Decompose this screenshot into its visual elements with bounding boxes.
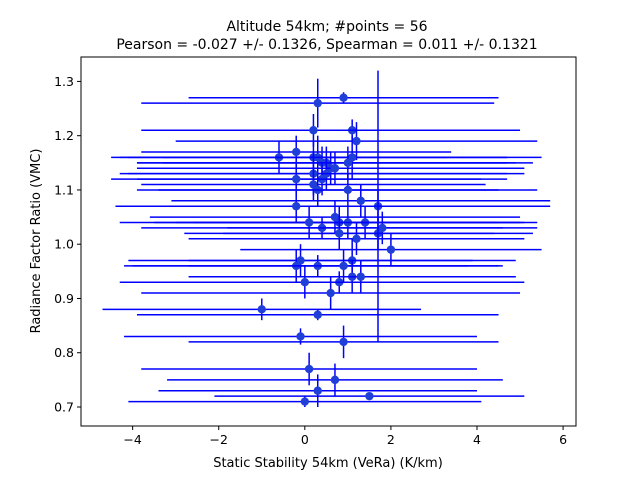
data-point [214, 391, 525, 401]
x-axis-label: Static Stability 54km (VeRa) (K/km) [213, 456, 443, 471]
point-marker [339, 337, 348, 347]
y-tick-label: 0.9 [54, 291, 74, 306]
data-point [205, 260, 516, 294]
point-marker [335, 229, 344, 238]
y-axis-ticks: 0.7 0.8 0.9 1.0 1.1 1.2 1.3 [54, 74, 81, 415]
point-marker [356, 272, 365, 281]
data-point [141, 78, 495, 128]
x-tick-label: 4 [473, 432, 481, 447]
axes-frame [80, 56, 577, 427]
y-axis-label: Radiance Factor Ratio (VMC) [29, 149, 44, 334]
data-point [184, 217, 495, 250]
chart-title-line2: Pearson = -0.027 +/- 0.1326, Spearman = … [116, 37, 537, 53]
point-marker [343, 158, 353, 168]
point-marker [326, 288, 335, 298]
data-point [188, 92, 499, 104]
data-point [128, 396, 482, 408]
x-tick-label: −2 [210, 432, 228, 447]
plot-area [102, 70, 551, 408]
point-marker [365, 391, 374, 401]
point-marker [313, 386, 322, 395]
x-tick-label: 6 [559, 432, 567, 447]
data-point [102, 298, 422, 321]
point-marker [339, 261, 348, 271]
y-tick-label: 1.2 [54, 128, 74, 143]
point-marker [292, 147, 301, 157]
x-tick-label: −4 [123, 432, 141, 447]
y-tick-label: 1.1 [54, 182, 74, 197]
point-marker [343, 185, 353, 195]
point-marker [356, 196, 365, 206]
data-point [171, 184, 551, 218]
data-point [188, 325, 499, 359]
point-marker [300, 277, 310, 287]
x-tick-label: 2 [387, 432, 395, 447]
point-marker [352, 234, 361, 243]
point-marker [304, 364, 314, 374]
point-marker [300, 397, 310, 406]
point-marker [309, 126, 318, 135]
data-point [175, 122, 538, 161]
y-tick-label: 0.8 [54, 345, 74, 360]
point-marker [386, 245, 396, 254]
point-marker [304, 218, 314, 227]
point-marker [257, 305, 266, 314]
chart-title-line1: Altitude 54km; #points = 56 [226, 19, 427, 35]
data-point [136, 309, 499, 321]
point-marker [313, 310, 322, 319]
x-tick-label: 0 [301, 432, 309, 447]
x-axis-ticks: −4 −2 0 2 4 6 [123, 426, 567, 447]
point-marker [352, 136, 361, 146]
data-point [124, 328, 477, 345]
y-tick-label: 1.0 [54, 237, 74, 252]
point-marker [296, 332, 305, 341]
data-point [128, 244, 473, 277]
point-marker [313, 98, 322, 108]
point-marker [339, 93, 348, 102]
y-tick-label: 1.3 [54, 74, 74, 89]
point-marker [330, 375, 340, 385]
data-point [141, 276, 521, 310]
point-marker [330, 164, 340, 173]
y-tick-label: 0.7 [54, 400, 74, 415]
point-marker [292, 174, 301, 184]
point-marker [292, 202, 301, 211]
